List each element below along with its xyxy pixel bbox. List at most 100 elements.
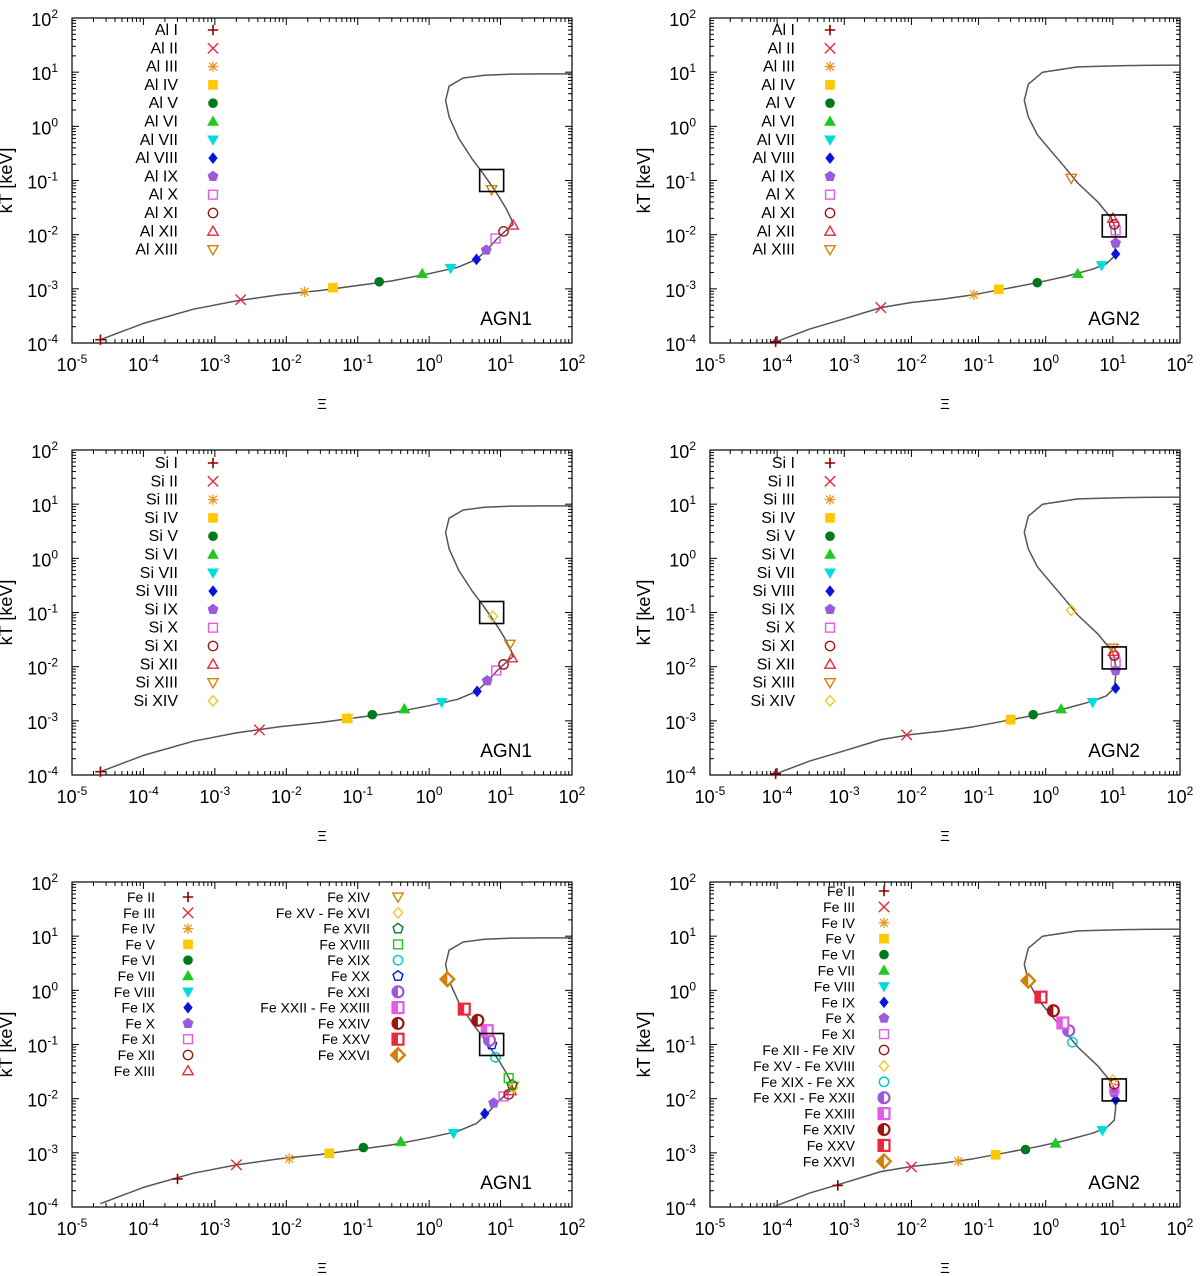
panel-title: AGN1 — [480, 1173, 532, 1194]
x-tick-label: 10-5 — [695, 784, 726, 807]
data-point — [1095, 261, 1108, 272]
legend-label: Fe V — [125, 936, 155, 952]
axis-ticks — [709, 450, 1180, 776]
legend-marker — [207, 42, 219, 54]
data-point — [498, 225, 509, 237]
y-tick-label: 10-4 — [27, 1196, 58, 1219]
data-point — [95, 766, 106, 777]
x-tick-label: 10-2 — [896, 784, 927, 807]
legend-label: Fe XI — [122, 1031, 155, 1047]
data-point — [1019, 972, 1037, 990]
x-tick-label: 10-1 — [963, 352, 994, 375]
y-tick-label: 10-3 — [665, 278, 696, 301]
data-point — [1028, 709, 1038, 720]
data-point — [490, 1051, 501, 1063]
chart-panel-fe-agn2: 10-5 10-4 10-3 10-2 10-1 100 101 10210-410-310-… — [634, 871, 1194, 1276]
legend-marker — [878, 917, 890, 928]
y-axis-label: kT [keV] — [0, 148, 16, 214]
legend-marker — [208, 152, 218, 164]
data-point — [1020, 1144, 1031, 1155]
x-tick-label: 101 — [487, 1216, 514, 1239]
y-tick-label: 100 — [669, 115, 696, 138]
legend-label: Fe IV — [822, 915, 856, 931]
legend-label: Si XII — [757, 656, 795, 673]
legend-label: Al X — [766, 187, 796, 204]
x-tick-label: 10-4 — [128, 352, 159, 375]
legend-marker — [206, 245, 220, 257]
legend-label: Si VII — [757, 565, 795, 582]
legend-label: Al VII — [140, 132, 178, 149]
data-point — [498, 1091, 509, 1102]
legend-marker — [875, 1152, 893, 1170]
y-tick-label: 101 — [31, 61, 58, 84]
legend-marker — [825, 152, 835, 164]
legend-label: Si XIII — [135, 675, 178, 692]
x-tick-label: 10-2 — [896, 352, 927, 375]
legend-label: Fe XX — [331, 968, 371, 984]
legend-label: Fe XXI — [327, 984, 370, 1000]
plot-frame — [71, 881, 573, 1208]
plot-frame — [709, 17, 1181, 344]
axis-ticks — [709, 882, 1180, 1208]
data-point — [990, 1149, 1001, 1160]
legend-label: Fe IX — [822, 994, 856, 1010]
data-point — [503, 639, 517, 651]
data-point — [471, 253, 482, 266]
data-point — [1005, 714, 1016, 725]
legend-marker — [878, 1044, 890, 1056]
legend-marker — [207, 475, 219, 487]
legend-label: Fe X — [825, 1010, 855, 1026]
plot-frame — [709, 881, 1181, 1208]
data-point — [875, 301, 887, 314]
x-tick-label: 100 — [416, 784, 443, 807]
legend-marker — [825, 80, 835, 90]
legend-label: Si X — [149, 620, 179, 637]
data-point — [1110, 682, 1121, 695]
legend-marker — [825, 585, 835, 597]
y-tick-label: 10-2 — [665, 656, 696, 679]
legend-marker — [207, 640, 219, 652]
legend-marker — [824, 568, 836, 579]
legend-marker — [181, 1064, 195, 1076]
y-tick-label: 100 — [669, 547, 696, 570]
legend-marker — [207, 61, 219, 72]
legend-label: Si IX — [761, 601, 795, 618]
legend-marker — [878, 885, 890, 897]
data-point — [488, 1097, 500, 1108]
legend-label: Si XII — [140, 656, 178, 673]
x-tick-label: 102 — [1167, 1216, 1194, 1239]
x-tick-label: 100 — [1032, 352, 1059, 375]
x-tick-label: 101 — [1099, 784, 1126, 807]
x-tick-label: 10-5 — [57, 1216, 88, 1239]
x-axis-label: Ξ — [317, 396, 327, 413]
legend-label: Fe XVII — [323, 921, 370, 937]
data-point — [444, 263, 457, 275]
legend-label: Si III — [763, 492, 795, 509]
legend-label: Si III — [146, 492, 178, 509]
x-tick-label: 10-5 — [695, 352, 726, 375]
y-tick-label: 10-2 — [27, 224, 58, 247]
x-tick-label: 10-4 — [762, 352, 793, 375]
data-point — [374, 276, 385, 287]
legend-marker — [823, 245, 837, 257]
chart-panel-si-agn1: 10-5 10-4 10-3 10-2 10-1 100 101 10210-410-310-… — [0, 439, 586, 845]
panel-title: AGN2 — [1088, 1173, 1140, 1194]
legend-label: Fe III — [123, 905, 155, 921]
data-point — [1032, 277, 1043, 288]
legend-label: Al III — [146, 59, 178, 76]
legend-label: Si I — [155, 455, 178, 472]
legend-label: Fe VI — [122, 952, 155, 968]
legend-marker — [182, 1049, 194, 1061]
x-tick-label: 10-5 — [57, 352, 88, 375]
legend-label: Fe XXII - Fe XXIII — [260, 1000, 370, 1016]
legend-label: Al I — [772, 22, 795, 39]
legend-marker — [208, 80, 218, 90]
legend-label: Si IV — [144, 510, 178, 527]
data-point — [1056, 1016, 1070, 1030]
plot-frame — [71, 449, 573, 776]
y-tick-label: 101 — [669, 61, 696, 84]
x-tick-label: 10-2 — [271, 1216, 302, 1239]
legend-marker — [391, 1032, 405, 1046]
legend-label: Al VI — [761, 114, 795, 131]
highlight-box — [1101, 214, 1128, 238]
